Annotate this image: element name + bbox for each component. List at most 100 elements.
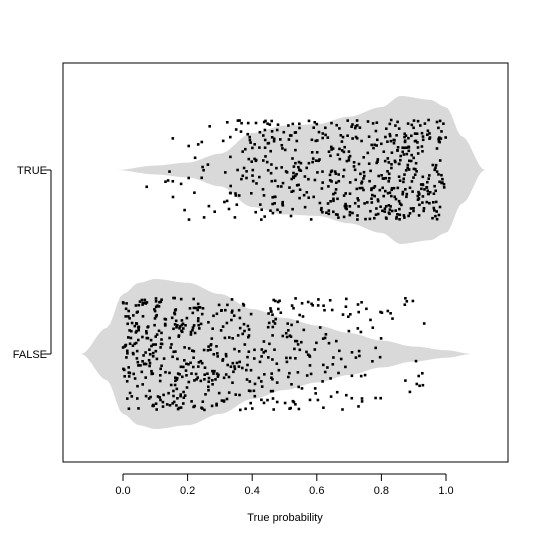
data-point [147,359,151,362]
data-point [274,299,277,303]
data-point [437,213,441,217]
data-point [169,346,172,349]
data-point [421,150,424,153]
data-point [290,383,293,386]
data-point [314,159,318,162]
data-point [266,398,269,402]
data-point [160,364,163,368]
data-point [435,147,439,150]
data-point [384,189,387,193]
data-point [309,372,313,376]
data-point [137,328,140,332]
data-point [317,130,321,134]
data-point [306,353,310,356]
data-point [154,315,158,318]
data-point [369,209,372,213]
data-point [159,346,162,349]
data-point [213,369,216,373]
data-point [427,118,430,122]
data-point [315,341,318,345]
data-point [332,197,335,201]
data-point [193,156,197,160]
data-point [123,375,126,378]
data-point [275,128,279,132]
data-point [241,332,244,336]
data-point [126,397,129,400]
data-point [303,205,307,209]
x-tick-label: 1.0 [438,485,453,497]
data-point [302,193,306,197]
data-point [387,204,391,207]
data-point [202,216,206,219]
data-point [323,308,326,312]
data-point [404,379,407,382]
data-point [389,139,393,143]
data-point [200,140,204,144]
data-point [260,385,264,388]
data-point [160,331,163,335]
data-point [148,389,151,393]
data-point [241,302,245,306]
data-point [411,299,415,303]
data-point [151,355,155,358]
data-point [386,157,390,160]
data-point [316,171,319,174]
data-point [297,165,300,169]
data-point [192,405,195,409]
data-point [154,349,158,353]
data-point [295,139,299,143]
data-point [426,189,429,193]
data-point [317,159,320,163]
data-point [201,400,205,403]
data-point [209,343,213,347]
data-point [135,349,139,353]
data-point [431,216,434,220]
data-point [388,134,392,138]
data-point [396,149,399,152]
data-point [298,313,301,317]
data-point [267,312,270,315]
data-point [171,195,175,199]
data-point [132,372,135,376]
data-point [334,172,338,175]
data-point [162,357,166,360]
data-point [268,342,271,346]
data-point [438,159,442,162]
data-point [412,209,415,213]
data-point [136,384,139,388]
data-point [357,199,360,202]
data-point [330,169,334,173]
data-point [185,316,189,320]
data-point [183,359,186,362]
data-point [280,166,283,169]
data-point [279,138,282,141]
data-point [412,167,416,171]
data-point [147,397,151,400]
data-point [438,180,441,184]
data-point [173,323,177,326]
data-point [164,370,167,374]
data-point [360,301,363,304]
data-point [192,324,196,327]
data-point [251,146,254,150]
data-point [384,135,387,139]
data-point [189,361,192,365]
data-point [342,175,345,178]
data-point [196,319,200,323]
data-point [322,304,325,307]
data-point [151,404,154,408]
data-point [327,212,331,216]
data-point [416,152,420,155]
data-point [215,312,219,316]
data-point [395,134,398,137]
data-point [207,345,210,348]
data-point [402,180,405,184]
data-point [226,121,229,124]
data-point [374,396,377,400]
data-point [388,177,391,180]
data-point [392,186,396,190]
data-point [297,407,301,411]
data-point [357,405,360,408]
data-point [410,180,414,183]
data-point [342,168,346,172]
